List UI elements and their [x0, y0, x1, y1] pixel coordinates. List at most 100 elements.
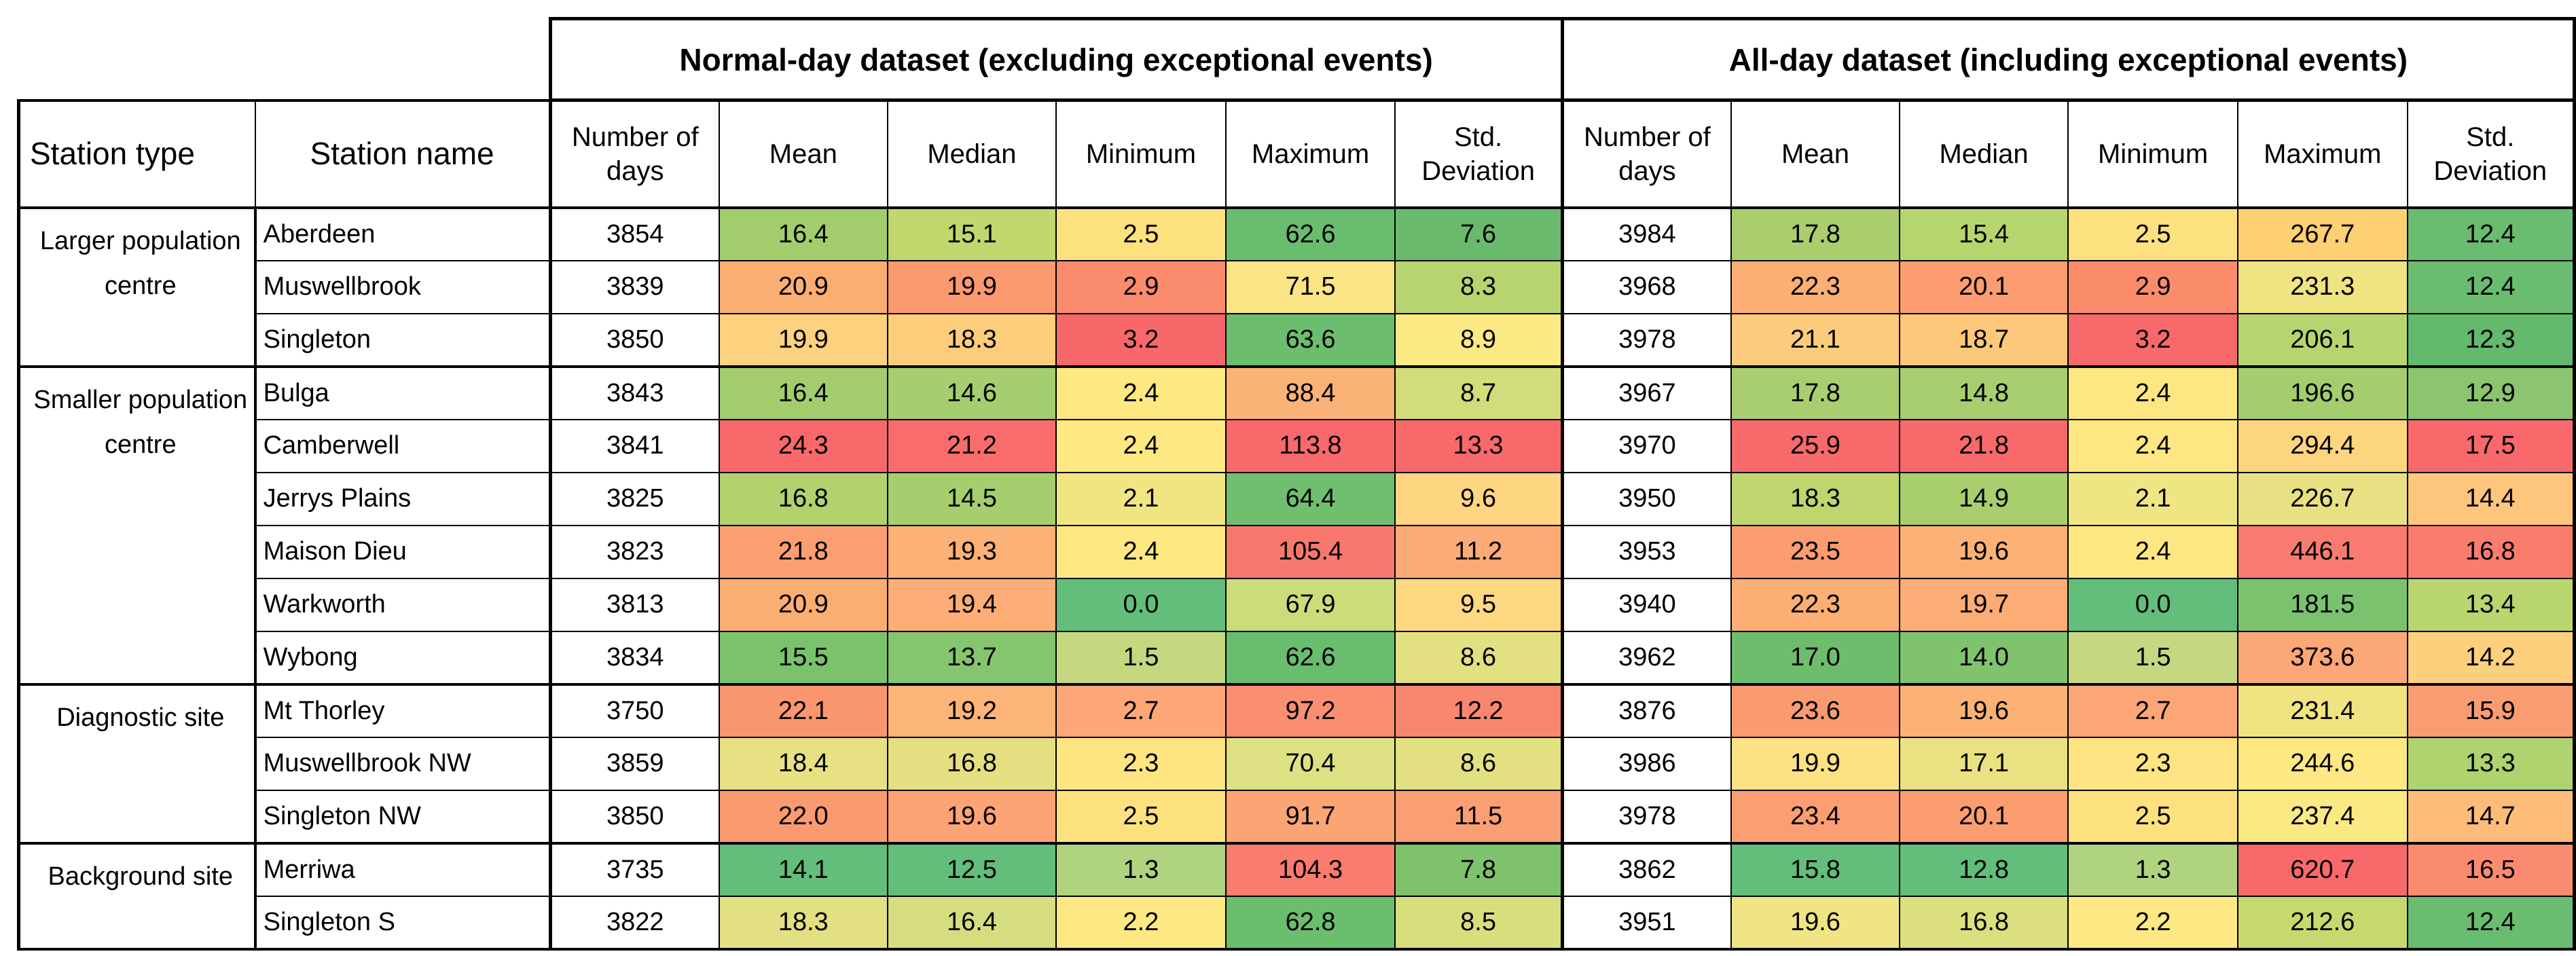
table-row: Maison Dieu 3823 21.8 19.3 2.4 105.4 11.2 3953 2… [19, 524, 2576, 579]
all-mean-cell: 25.9 [1730, 418, 1900, 473]
table-row: Singleton 3850 19.9 18.3 3.2 63.6 8.9 3978 21.1 1… [19, 312, 2576, 368]
all-median-cell: 14.9 [1898, 471, 2069, 526]
all-number-of-days-cell: 3951 [1560, 895, 1733, 951]
normal-median-cell: 21.2 [886, 418, 1057, 473]
all-maximum-cell: 373.6 [2236, 630, 2408, 686]
normal-maximum-cell: 63.6 [1224, 312, 1396, 368]
all-median-cell: 20.1 [1898, 789, 2069, 845]
all-median-header: Median [1898, 98, 2069, 209]
normal-mean-cell: 15.5 [718, 630, 888, 686]
all-median-cell: 21.8 [1898, 418, 2069, 473]
normal-mean-cell: 18.4 [718, 736, 888, 791]
table-row: Jerrys Plains 3825 16.8 14.5 2.1 64.4 9.6 3950 1… [19, 471, 2576, 526]
table-row: Wybong 3834 15.5 13.7 1.5 62.6 8.6 3962 17.0 14.0… [19, 630, 2576, 686]
all-minimum-cell: 2.2 [2067, 895, 2238, 951]
normal-maximum-cell: 97.2 [1224, 683, 1396, 738]
all-maximum-cell: 231.3 [2236, 259, 2408, 314]
normal-maximum-cell: 62.8 [1224, 895, 1396, 951]
station-name-cell: Warkworth [254, 577, 552, 632]
station-name-cell: Singleton S [254, 895, 552, 951]
all-minimum-header: Minimum [2067, 98, 2238, 209]
normal-median-cell: 19.9 [886, 259, 1057, 314]
all-number-of-days-cell: 3984 [1560, 206, 1733, 261]
station-type-cell: Background site [16, 842, 257, 951]
station-name-cell: Jerrys Plains [254, 471, 552, 526]
all-maximum-cell: 231.4 [2236, 683, 2408, 738]
all-maximum-header: Maximum [2236, 98, 2408, 209]
normal-maximum-cell: 70.4 [1224, 736, 1396, 791]
all-std-deviation-cell: 15.9 [2406, 683, 2576, 738]
normal-mean-cell: 19.9 [718, 312, 888, 368]
normal-median-header: Median [886, 98, 1057, 209]
normal-number-of-days-cell: 3859 [548, 736, 720, 791]
normal-std-deviation-cell: 8.5 [1394, 895, 1563, 951]
all-mean-header: Mean [1730, 98, 1900, 209]
all-minimum-cell: 2.3 [2067, 736, 2238, 791]
all-maximum-cell: 446.1 [2236, 524, 2408, 579]
normal-mean-cell: 24.3 [718, 418, 888, 473]
normal-std-deviation-cell: 7.8 [1394, 842, 1563, 897]
all-number-of-days-cell: 3953 [1560, 524, 1733, 579]
normal-std-deviation-cell: 12.2 [1394, 683, 1563, 738]
normal-mean-cell: 21.8 [718, 524, 888, 579]
normal-std-deviation-cell: 11.2 [1394, 524, 1563, 579]
normal-number-of-days-cell: 3735 [548, 842, 720, 897]
all-mean-cell: 19.9 [1730, 736, 1900, 791]
normal-number-of-days-cell: 3823 [548, 524, 720, 579]
normal-median-cell: 12.5 [886, 842, 1057, 897]
table-row: Warkworth 3813 20.9 19.4 0.0 67.9 9.5 3940 22.3 1… [19, 577, 2576, 632]
station-name-header: Station name [254, 98, 552, 209]
all-minimum-cell: 2.1 [2067, 471, 2238, 526]
all-std-deviation-cell: 14.2 [2406, 630, 2576, 686]
all-median-cell: 17.1 [1898, 736, 2069, 791]
normal-minimum-cell: 2.2 [1055, 895, 1227, 951]
all-std-deviation-cell: 17.5 [2406, 418, 2576, 473]
normal-minimum-cell: 2.7 [1055, 683, 1227, 738]
normal-median-cell: 16.8 [886, 736, 1057, 791]
normal-number-of-days-cell: 3750 [548, 683, 720, 738]
all-mean-cell: 18.3 [1730, 471, 1900, 526]
all-median-cell: 20.1 [1898, 259, 2069, 314]
all-number-of-days-cell: 3862 [1560, 842, 1733, 897]
all-minimum-cell: 2.9 [2067, 259, 2238, 314]
station-type-cell: Smaller population centre [16, 365, 257, 686]
normal-minimum-cell: 2.1 [1055, 471, 1227, 526]
station-name-cell: Mt Thorley [254, 683, 552, 738]
all-mean-cell: 22.3 [1730, 259, 1900, 314]
normal-maximum-cell: 71.5 [1224, 259, 1396, 314]
normal-std-deviation-cell: 13.3 [1394, 418, 1563, 473]
normal-mean-cell: 20.9 [718, 577, 888, 632]
normal-std-deviation-cell: 9.6 [1394, 471, 1563, 526]
normal-median-cell: 15.1 [886, 206, 1057, 261]
all-number-of-days-cell: 3876 [1560, 683, 1733, 738]
all-std-deviation-cell: 16.8 [2406, 524, 2576, 579]
station-name-cell: Muswellbrook NW [254, 736, 552, 791]
all-median-cell: 18.7 [1898, 312, 2069, 368]
all-mean-cell: 19.6 [1730, 895, 1900, 951]
all-std-deviation-cell: 14.4 [2406, 471, 2576, 526]
normal-minimum-cell: 2.9 [1055, 259, 1227, 314]
all-median-cell: 15.4 [1898, 206, 2069, 261]
normal-median-cell: 14.5 [886, 471, 1057, 526]
normal-number-of-days-cell: 3813 [548, 577, 720, 632]
all-std-deviation-header: Std. Deviation [2406, 98, 2576, 209]
station-type-header: Station type [16, 98, 256, 209]
normal-mean-cell: 22.0 [718, 789, 888, 845]
all-minimum-cell: 2.5 [2067, 206, 2238, 261]
normal-mean-cell: 22.1 [718, 683, 888, 738]
station-name-cell: Muswellbrook [254, 259, 552, 314]
all-maximum-cell: 244.6 [2236, 736, 2408, 791]
normal-median-cell: 19.6 [886, 789, 1057, 845]
normal-minimum-cell: 2.4 [1055, 524, 1227, 579]
normal-std-deviation-cell: 8.6 [1394, 630, 1563, 686]
all-number-of-days-cell: 3950 [1560, 471, 1733, 526]
all-number-of-days-cell: 3967 [1560, 365, 1733, 420]
normal-mean-cell: 14.1 [718, 842, 888, 897]
group-header-row: Normal-day dataset (excluding exceptiona… [19, 17, 2576, 102]
normal-mean-cell: 16.8 [718, 471, 888, 526]
all-median-cell: 19.7 [1898, 577, 2069, 632]
normal-number-of-days-cell: 3841 [548, 418, 720, 473]
all-median-cell: 14.0 [1898, 630, 2069, 686]
normal-mean-cell: 16.4 [718, 365, 888, 420]
table-row: Camberwell 3841 24.3 21.2 2.4 113.8 13.3 3970 25… [19, 418, 2576, 473]
